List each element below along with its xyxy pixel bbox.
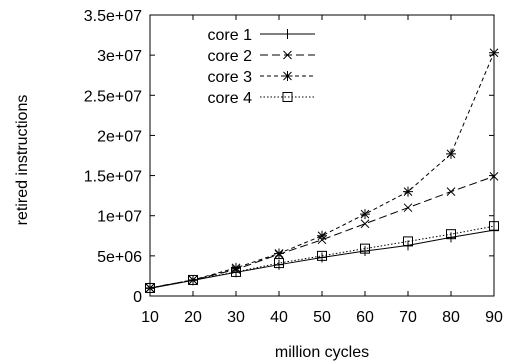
data-point [274,248,284,259]
data-point [188,274,198,285]
y-tick-label: 3.5e+07 [84,8,142,25]
y-tick-label: 3e+07 [97,48,142,65]
data-point [403,203,413,213]
y-axis-title: retired instructions [14,95,31,226]
legend-marker [282,71,293,81]
x-tick-label: 80 [442,309,460,326]
legend-label: core 2 [208,48,253,65]
data-point [403,186,413,197]
legend-label: core 3 [208,69,253,86]
y-tick-label: 1e+07 [97,209,142,226]
legend-marker [283,50,292,60]
data-point [188,274,198,285]
legend-label: core 1 [208,27,253,44]
data-point [360,243,370,254]
y-tick-label: 5e+06 [97,249,142,266]
y-tick-label: 2.5e+07 [84,88,142,105]
y-tick-label: 1.5e+07 [84,169,142,186]
y-tick-label: 2e+07 [97,128,142,145]
series-line [149,175,495,289]
data-point [274,259,284,270]
data-point [317,250,327,261]
x-tick-label: 40 [270,309,288,326]
x-tick-label: 10 [141,309,159,326]
legend-label: core 4 [208,90,253,107]
data-point [446,148,456,159]
data-point [360,246,370,257]
y-tick-label: 0 [133,289,142,306]
series-line [149,52,495,289]
data-point [446,187,456,196]
x-tick-label: 20 [184,309,202,326]
legend: core 1 core 2 core 3 core 4 [208,27,315,107]
series-line [149,225,495,289]
data-point [403,236,413,247]
x-tick-label: 70 [399,309,417,326]
axis-ticks: 10 20 30 40 50 60 70 80 90 0 5e+06 1e+07 1.5e+07 2e+0… [84,8,503,326]
legend-marker [282,92,293,102]
data-point [274,258,284,269]
legend-item: core 4 [208,90,315,107]
series-lines [145,47,499,294]
data-point [360,209,370,220]
x-axis-title: million cycles [275,344,369,361]
x-tick-label: 50 [313,309,331,326]
legend-marker [282,29,293,39]
plot-frame [149,14,495,297]
data-point [360,219,370,229]
legend-item: core 3 [208,69,315,86]
data-point [446,229,456,240]
legend-item: core 2 [208,48,315,65]
data-point [317,252,327,263]
x-tick-label: 30 [227,309,245,326]
data-point [317,230,327,241]
x-tick-label: 60 [356,309,374,326]
data-point [231,266,241,277]
legend-item: core 1 [208,27,315,44]
x-tick-label: 90 [485,309,503,326]
